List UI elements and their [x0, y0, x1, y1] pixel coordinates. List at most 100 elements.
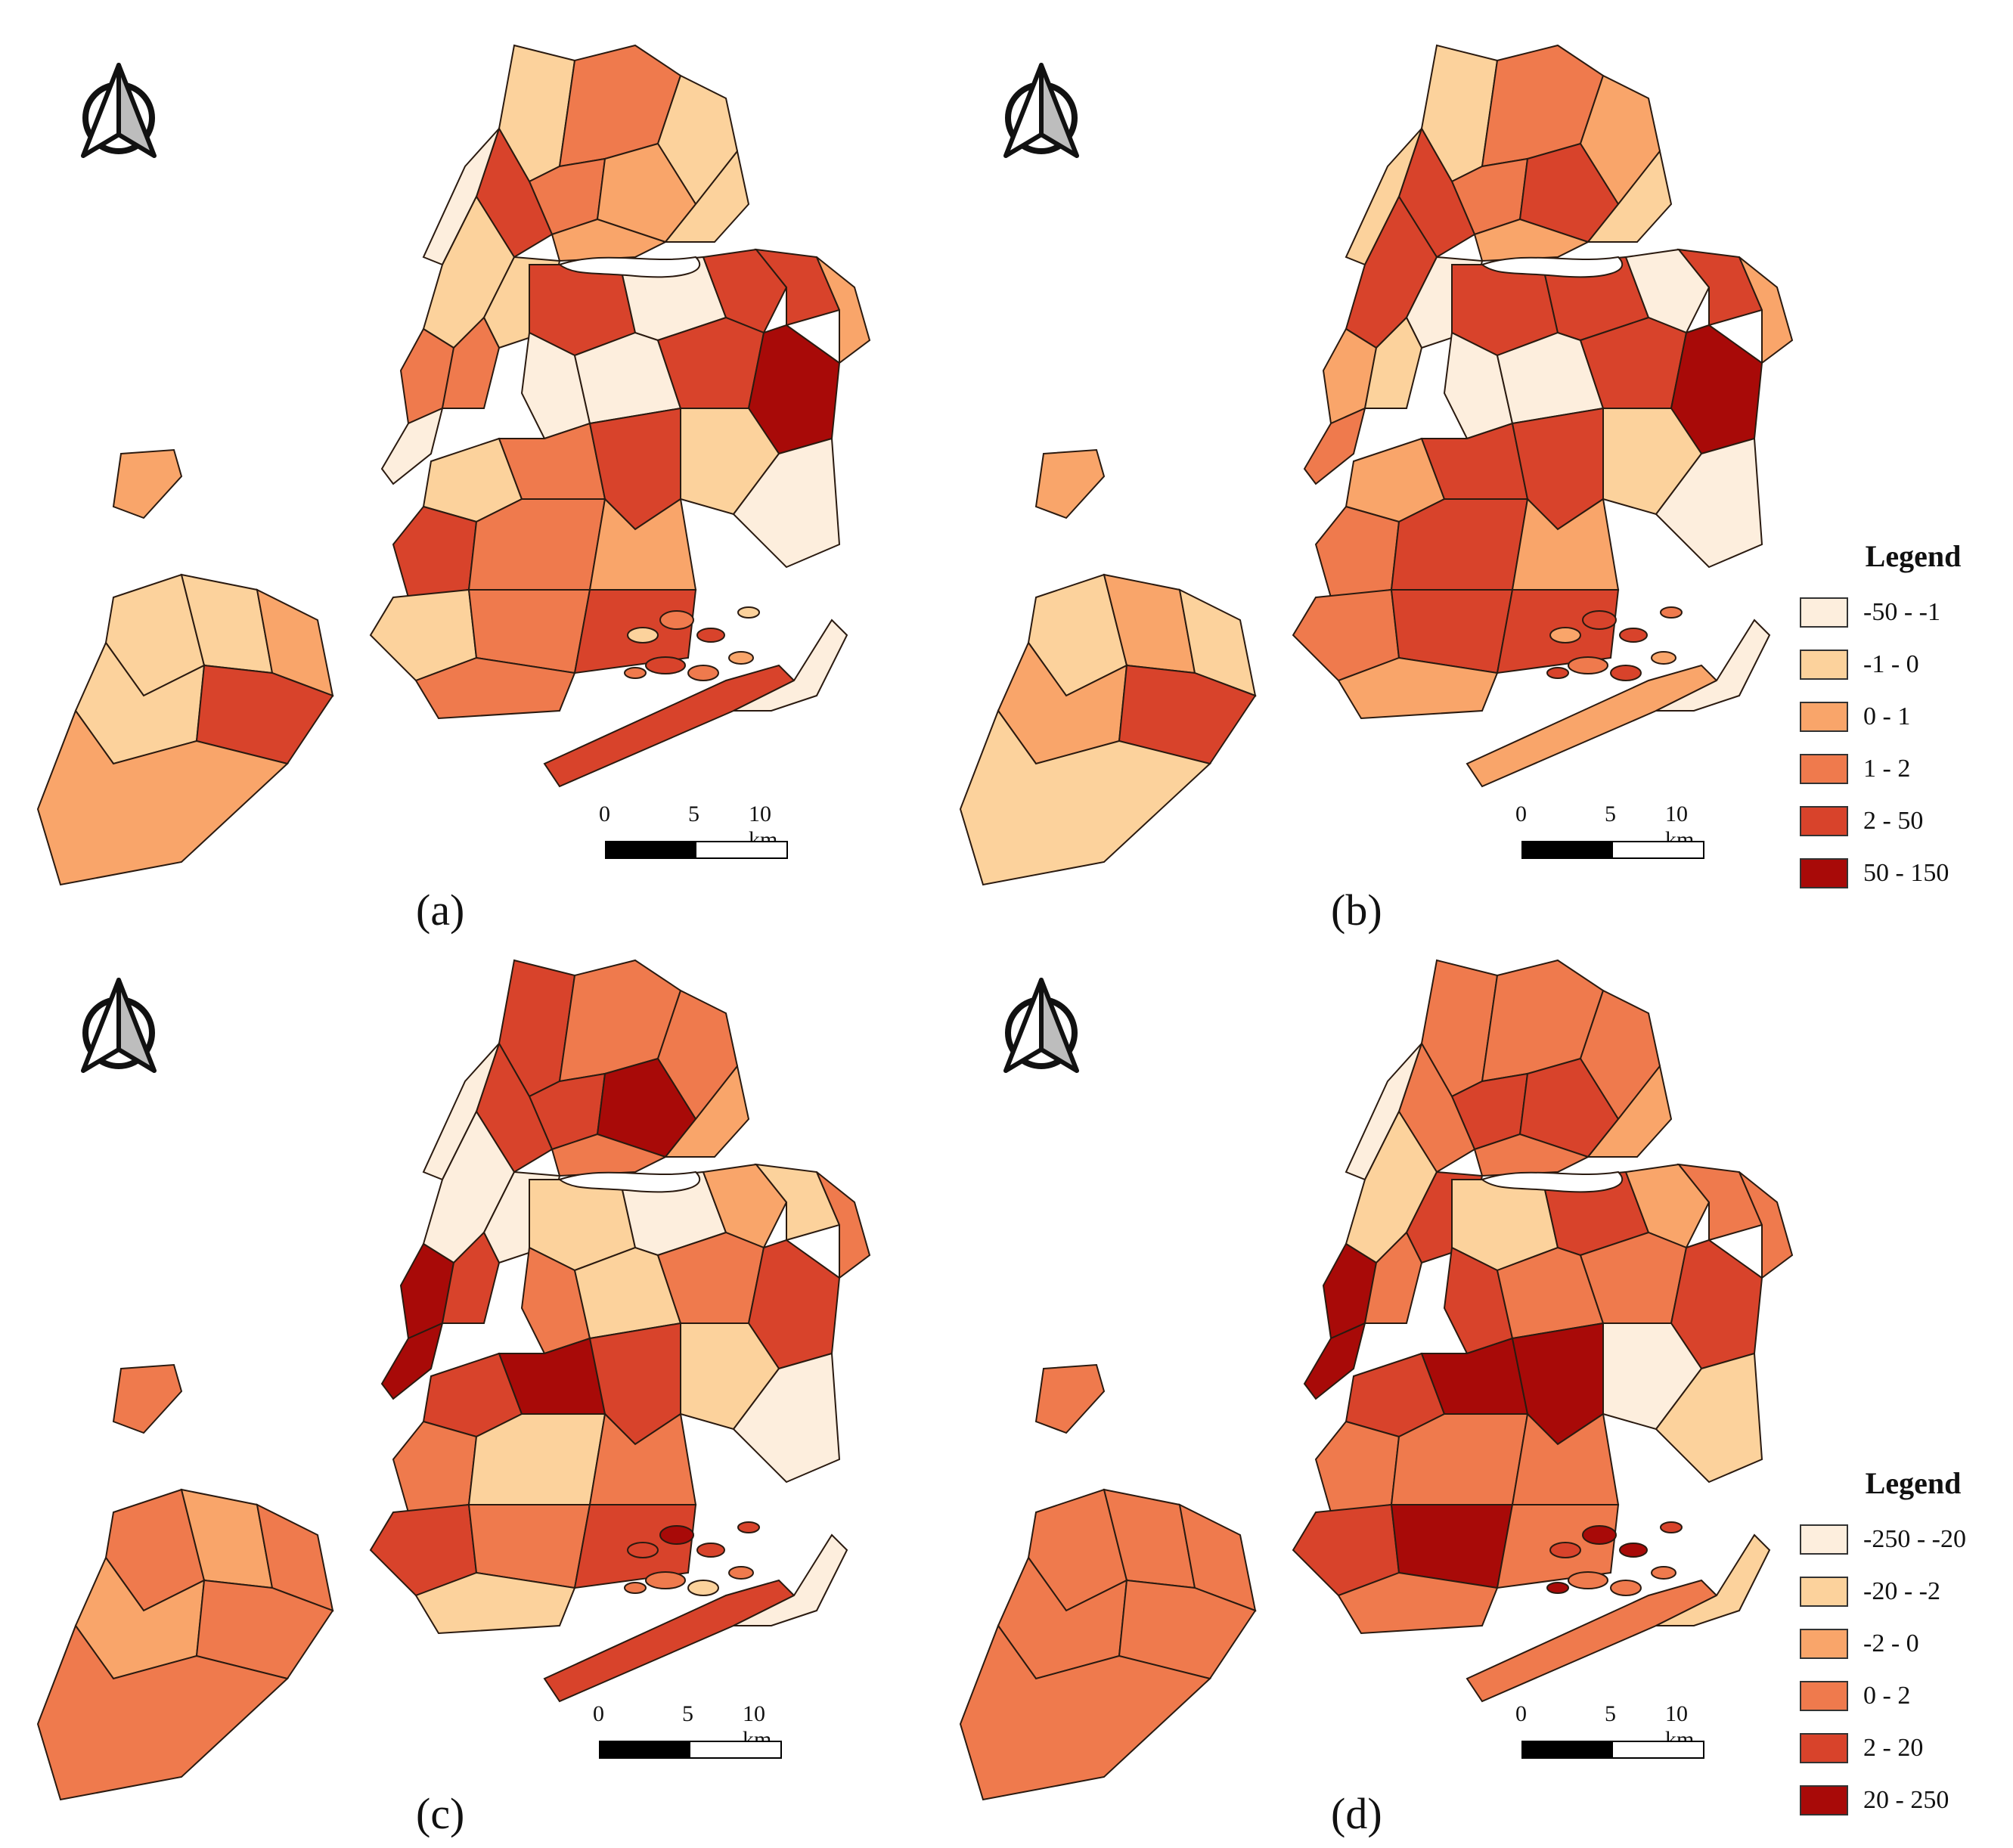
panel-caption-a: (a)	[416, 885, 465, 935]
panel-caption-d: (d)	[1331, 1789, 1382, 1838]
queens-district	[1655, 437, 1763, 569]
bay-island	[687, 1580, 719, 1596]
manhattan-district	[422, 128, 500, 266]
panel-caption-b: (b)	[1331, 885, 1382, 935]
legend-label: 2 - 20	[1863, 1733, 1924, 1762]
legend-swatch	[1800, 649, 1848, 680]
legend-item: 50 - 150	[1800, 847, 2013, 899]
bay-island	[1660, 1521, 1683, 1533]
rockaway-district	[733, 619, 848, 712]
island-district	[1034, 448, 1106, 519]
queens-district	[754, 1163, 841, 1242]
bay-island	[687, 665, 719, 681]
manhattan-district	[1345, 1043, 1422, 1181]
staten-district	[959, 1623, 1212, 1801]
legend-swatch	[1800, 1784, 1848, 1815]
scale-tick-5: 5	[682, 1701, 693, 1726]
manhattan-district	[1322, 1242, 1378, 1340]
scale-tick-0: 0	[593, 1701, 604, 1726]
bay-island	[645, 656, 686, 674]
bronx-district	[1586, 1064, 1673, 1158]
legend-item: 2 - 50	[1800, 795, 2013, 847]
scale-tick-5: 5	[1605, 802, 1616, 826]
bay-island	[1660, 606, 1683, 619]
scale-tick-0: 0	[1515, 802, 1527, 826]
bay-island	[624, 1582, 647, 1594]
staten-district	[195, 1579, 334, 1680]
manhattan-district	[399, 1242, 455, 1340]
legend-item: 0 - 1	[1800, 690, 2013, 743]
manhattan-district	[441, 1231, 501, 1324]
legend-swatch	[1800, 1628, 1848, 1659]
bronx-district	[551, 218, 668, 262]
queens-district	[702, 1163, 788, 1249]
bronx-district	[1473, 218, 1590, 262]
legend-label: 0 - 2	[1863, 1681, 1911, 1710]
legend-swatch	[1800, 1680, 1848, 1711]
manhattan-district	[380, 1322, 444, 1400]
bronx-district	[663, 149, 750, 243]
rockaway-district	[1655, 1533, 1771, 1626]
bronx-district	[1586, 149, 1673, 243]
manhattan-district	[1345, 128, 1422, 266]
legend-label: -50 - -1	[1863, 597, 1940, 626]
bay-island	[1610, 665, 1642, 681]
bay-island	[624, 667, 647, 679]
map-panel-a: 0 5 10 km (a)	[30, 15, 968, 935]
legend-item: -250 - -20	[1800, 1513, 2013, 1565]
rockaway-district	[733, 1533, 848, 1626]
rockaway-district	[543, 1579, 796, 1703]
legend-label: -1 - 0	[1863, 650, 1919, 678]
bay-island	[1582, 610, 1617, 630]
river-water	[1480, 1171, 1624, 1193]
bay-island	[696, 628, 725, 643]
island-district	[1034, 1363, 1106, 1434]
legend-item: -20 - -2	[1800, 1565, 2013, 1617]
scale-bar-graphic	[599, 1741, 782, 1759]
manhattan-district	[399, 327, 455, 425]
bay-island	[1549, 1542, 1581, 1558]
brooklyn-district	[414, 1571, 576, 1635]
manhattan-district	[1363, 1231, 1423, 1324]
legend-swatch	[1800, 701, 1848, 732]
queens-district	[1655, 1352, 1763, 1484]
staten-district	[959, 709, 1212, 886]
north-arrow-icon	[992, 59, 1090, 165]
bronx-district	[1473, 1133, 1590, 1177]
choropleth-map-b	[959, 44, 1794, 886]
legend-label: 20 - 250	[1863, 1785, 1949, 1814]
queens-district	[1738, 1171, 1794, 1279]
legend-swatch	[1800, 597, 1848, 628]
bay-island	[1568, 1571, 1608, 1589]
legend-swatch	[1800, 1732, 1848, 1763]
bay-island	[1619, 628, 1648, 643]
legend-title: Legend	[1865, 539, 1962, 573]
legend-label: -250 - -20	[1863, 1524, 1966, 1553]
island-district	[112, 448, 183, 519]
bay-island	[728, 1566, 754, 1580]
manhattan-district	[380, 407, 444, 485]
choropleth-map-d	[959, 959, 1794, 1801]
brooklyn-district	[414, 656, 576, 720]
legend-item: 20 - 250	[1800, 1774, 2013, 1826]
queens-district	[1676, 248, 1763, 327]
bay-island	[627, 1542, 659, 1558]
scale-tick-5: 5	[1605, 1701, 1616, 1726]
legend-item: 1 - 2	[1800, 743, 2013, 795]
scale-bar-graphic	[1521, 841, 1704, 859]
brooklyn-district	[1337, 1571, 1499, 1635]
choropleth-map-c	[36, 959, 871, 1801]
scale-tick-0: 0	[1515, 1701, 1527, 1726]
manhattan-district	[1363, 316, 1423, 409]
queens-district	[1624, 1163, 1711, 1249]
legend-label: 0 - 1	[1863, 702, 1911, 730]
legend-label: 2 - 50	[1863, 806, 1924, 835]
queens-district	[1738, 256, 1794, 364]
brooklyn-district	[392, 1420, 478, 1514]
bay-island	[1651, 1566, 1676, 1580]
legend-item: -2 - 0	[1800, 1617, 2013, 1670]
brooklyn-district	[588, 1412, 697, 1505]
manhattan-district	[441, 316, 501, 409]
scale-bar: 0 5 10 km	[591, 1701, 788, 1777]
legend-swatch	[1800, 805, 1848, 836]
